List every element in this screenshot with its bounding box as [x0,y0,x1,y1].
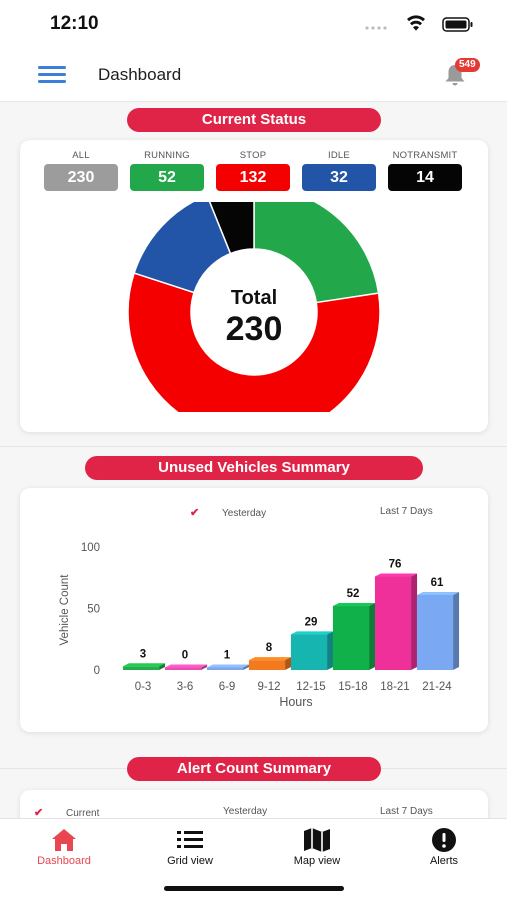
current-status-title: Current Status [127,108,381,132]
home-icon [52,829,76,851]
bar-15-18[interactable] [332,603,376,670]
legend-last7-label: Last 7 Days [380,506,433,517]
stat-label: IDLE [328,150,350,161]
bar-3-6[interactable] [164,664,208,671]
notifications-button[interactable]: 549 [440,58,488,88]
bar-12-15[interactable] [290,631,334,670]
nav-dashboard-label: Dashboard [37,855,91,867]
stat-label: RUNNING [144,150,190,161]
x-tick-label: 9-12 [257,681,280,693]
battery-icon [442,17,473,32]
stat-value[interactable]: 52 [130,164,204,191]
status-icons [365,15,473,32]
x-tick-label: 21-24 [422,681,452,693]
stat-running[interactable]: RUNNING 52 [130,150,204,191]
bar-21-24[interactable] [416,591,460,670]
y-tick-label: 100 [81,542,100,554]
bar-value-label: 8 [266,642,273,654]
stat-label: STOP [239,150,267,161]
donut-slice-notransmit[interactable] [207,202,255,255]
stat-idle[interactable]: IDLE 32 [302,150,376,191]
current-status-card: ALL 230 RUNNING 52 STOP 132 IDLE 32 NOTRANSMIT 14… [20,140,488,432]
legend-last-7-days[interactable]: Last 7 Days [380,806,433,817]
y-tick-label: 50 [87,604,100,616]
y-axis-label: Vehicle Count [59,574,71,646]
nav-grid-view[interactable]: Grid view [140,827,240,867]
home-indicator [164,886,344,891]
stat-value[interactable]: 14 [388,164,462,191]
alert-icon [432,828,456,852]
unused-vehicles-bar-chart: 0 50 100 Vehicle Count 3 0-3 0 3-6 1 6-9 8 9-12 29 12… [59,542,460,709]
cellular-signal-icon [365,26,387,30]
x-tick-label: 0-3 [135,681,152,693]
status-bar: 12:10 [0,0,507,48]
notification-badge: 549 [455,58,480,72]
bar-value-label: 0 [182,650,188,662]
stat-notransmit[interactable]: NOTRANSMIT 14 [388,150,462,191]
unused-vehicles-title: Unused Vehicles Summary [85,456,423,480]
bar-6-9[interactable] [206,664,250,671]
map-icon [304,828,330,852]
bar-18-21[interactable] [374,573,418,670]
stat-label: NOTRANSMIT [392,150,458,161]
stat-value[interactable]: 132 [216,164,290,191]
nav-map-view-label: Map view [293,855,341,867]
check-icon: ✔ [34,807,44,819]
grid-list-icon [177,831,203,848]
donut-total-value: 230 [226,310,283,348]
bar-value-label: 29 [305,616,318,628]
donut-total-label: Total [231,287,277,309]
bar-value-label: 76 [389,559,402,571]
bar-value-label: 1 [224,650,231,662]
x-tick-label: 3-6 [177,681,194,693]
bar-value-label: 3 [140,648,146,660]
check-icon: ✔ [190,507,200,519]
nav-alerts-label: Alerts [429,855,459,867]
section-divider [0,446,507,447]
status-time: 12:10 [50,13,99,34]
page-title: Dashboard [98,65,182,84]
stat-value[interactable]: 32 [302,164,376,191]
x-tick-label: 18-21 [380,681,409,693]
donut-slice-stop[interactable] [127,272,381,412]
bar-value-label: 61 [431,577,444,589]
legend-last-7-days[interactable]: Last 7 Days [380,506,433,517]
bar-value-label: 52 [347,588,360,600]
donut-slice-running[interactable] [253,202,380,304]
legend-yesterday[interactable]: ✔ Yesterday [190,506,266,519]
nav-alerts[interactable]: Alerts [394,827,494,867]
bar-9-12[interactable] [248,657,292,670]
donut-slice-idle[interactable] [133,202,232,294]
y-tick-label: 0 [94,665,100,677]
legend-yesterday-label: Yesterday [223,806,268,817]
wifi-icon [407,15,425,31]
x-tick-label: 6-9 [219,681,236,693]
nav-map-view[interactable]: Map view [267,827,367,867]
nav-grid-view-label: Grid view [167,855,213,867]
nav-dashboard[interactable]: Dashboard [14,827,114,867]
legend-current-label: Current [66,808,100,819]
x-tick-label: 12-15 [296,681,325,693]
stat-value[interactable]: 230 [44,164,118,191]
stat-all[interactable]: ALL 230 [44,150,118,191]
bar-0-3[interactable] [122,663,166,670]
x-axis-label: Hours [279,695,312,709]
unused-vehicles-card: ✔ Yesterday Last 7 Days 0 50 100 Vehicle Co… [20,488,488,732]
alert-summary-title: Alert Count Summary [127,757,381,781]
stat-stop[interactable]: STOP 132 [216,150,290,191]
hamburger-menu-icon[interactable] [38,65,66,83]
x-tick-label: 15-18 [338,681,367,693]
stat-label: ALL [72,150,90,161]
legend-current[interactable]: ✔ Current [34,806,99,819]
legend-last7-label: Last 7 Days [380,806,433,817]
legend-yesterday-label: Yesterday [222,508,267,519]
app-header: Dashboard 549 [0,48,507,102]
legend-yesterday[interactable]: Yesterday [223,806,267,817]
